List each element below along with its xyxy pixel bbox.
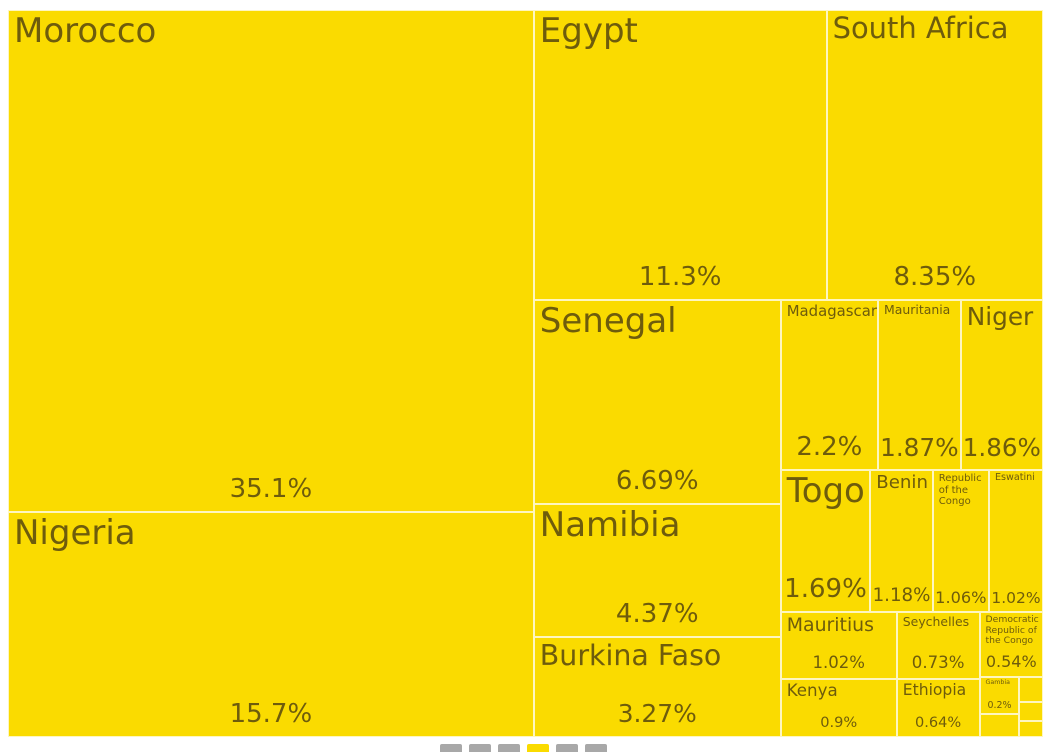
value-label: 1.69% xyxy=(784,574,867,605)
treemap-cell xyxy=(979,714,1020,737)
value-label: 0.73% xyxy=(911,653,965,673)
treemap-cell: Mauritania 1.87% xyxy=(878,300,961,471)
value-label: 1.02% xyxy=(812,653,865,673)
treemap-cell: Democratic Republic of the Congo 0.54% xyxy=(979,612,1043,677)
treemap-cell xyxy=(1019,701,1043,722)
value-label: 1.87% xyxy=(880,433,959,463)
treemap-cell: Egypt 11.3% xyxy=(533,10,827,301)
cell-label: Senegal xyxy=(539,301,677,342)
treemap-cell: Niger 1.86% xyxy=(960,300,1043,471)
cell-label: Madagascar xyxy=(786,302,877,321)
treemap-cell: Kenya 0.9% xyxy=(780,678,897,737)
treemap-cell: Gambia 0.2% xyxy=(979,676,1020,715)
cell-label: Morocco xyxy=(14,11,157,51)
treemap-cell: Eswatini 1.02% xyxy=(988,470,1043,613)
cell-label: Egypt xyxy=(539,11,638,51)
cell-label: Republic of the Congo xyxy=(938,473,982,507)
treemap-cell: Morocco 35.1% xyxy=(8,10,534,513)
cell-label: South Africa xyxy=(832,11,1009,45)
cell-label: Mauritania xyxy=(884,302,951,318)
value-label: 0.54% xyxy=(985,651,1037,671)
cell-label: Nigeria xyxy=(14,513,136,554)
treemap-cell: Benin 1.18% xyxy=(870,470,933,613)
value-label: 1.06% xyxy=(935,587,987,607)
treemap-cell: Seychelles 0.73% xyxy=(896,612,980,679)
cell-label: Seychelles xyxy=(902,614,970,630)
treemap-cell: Republic of the Congo 1.06% xyxy=(932,470,989,613)
value-label: 11.3% xyxy=(638,262,722,293)
value-label: 1.18% xyxy=(872,584,931,606)
value-label: 4.37% xyxy=(615,599,699,630)
toolbar-button[interactable] xyxy=(440,744,462,752)
treemap-cell: Madagascar 2.2% xyxy=(780,300,879,471)
value-label: 2.2% xyxy=(796,432,863,463)
treemap-cell: Togo 1.69% xyxy=(780,470,871,613)
value-label: 0.2% xyxy=(987,699,1012,711)
treemap-cell: Mauritius 1.02% xyxy=(780,612,897,679)
cell-label: Democratic Republic of the Congo xyxy=(985,614,1039,646)
cell-label: Namibia xyxy=(539,505,681,546)
cell-label: Burkina Faso xyxy=(539,639,722,673)
cell-label: Ethiopia xyxy=(902,680,967,699)
value-label: 0.9% xyxy=(820,714,858,732)
cell-label: Gambia xyxy=(985,678,1010,686)
value-label: 8.35% xyxy=(893,262,977,293)
treemap-cell: Senegal 6.69% xyxy=(533,300,781,505)
treemap-cell: Burkina Faso 3.27% xyxy=(533,637,781,737)
toolbar-button[interactable] xyxy=(469,744,491,752)
treemap-cell: Namibia 4.37% xyxy=(533,504,781,638)
value-label: 3.27% xyxy=(617,699,697,729)
treemap-cell: Nigeria 15.7% xyxy=(8,512,534,737)
treemap-cell: Ethiopia 0.64% xyxy=(896,678,980,737)
treemap-cell xyxy=(1019,721,1043,737)
toolbar-button[interactable] xyxy=(527,744,549,752)
cell-label: Togo xyxy=(786,471,865,512)
cell-label: Niger xyxy=(966,302,1034,332)
value-label: 0.64% xyxy=(915,715,962,732)
treemap-cell xyxy=(1019,676,1043,702)
cell-label: Mauritius xyxy=(786,614,874,637)
toolbar-button[interactable] xyxy=(498,744,520,752)
toolbar-button[interactable] xyxy=(585,744,607,752)
value-label: 15.7% xyxy=(229,698,313,729)
value-label: 35.1% xyxy=(229,474,313,505)
treemap-cell: South Africa 8.35% xyxy=(826,10,1043,301)
cell-label: Eswatini xyxy=(994,472,1035,484)
value-label: 1.02% xyxy=(991,588,1041,607)
value-label: 1.86% xyxy=(962,433,1041,463)
cell-label: Kenya xyxy=(786,680,838,700)
value-label: 6.69% xyxy=(615,466,699,497)
toolbar-button[interactable] xyxy=(556,744,578,752)
cell-label: Benin xyxy=(876,472,928,494)
